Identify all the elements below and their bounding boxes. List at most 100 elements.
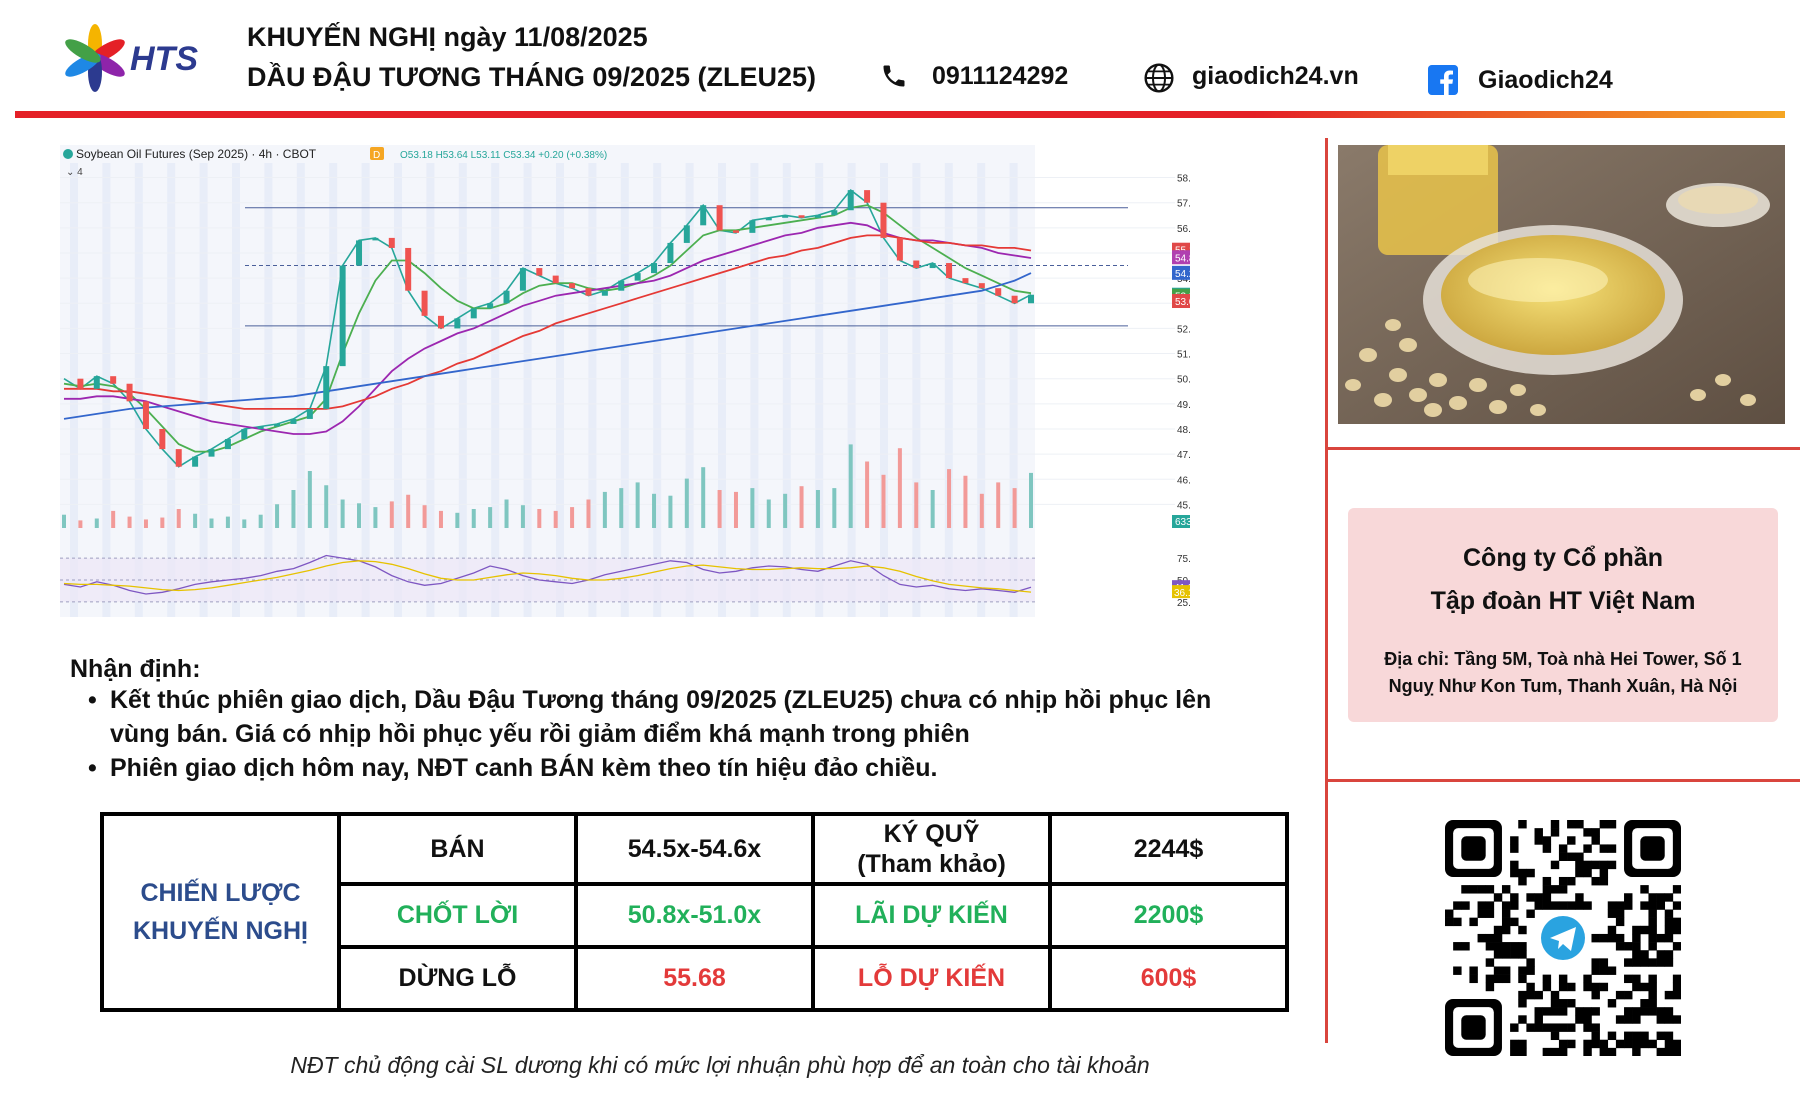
qr-module [1607, 860, 1617, 870]
rsi-line-rsi-ma [63, 560, 1032, 593]
qr-module [1656, 1015, 1666, 1024]
qr-module [1632, 1015, 1641, 1024]
volume-bar [963, 475, 968, 528]
qr-module [1632, 958, 1641, 967]
qr-module [1558, 999, 1568, 1008]
volume-bar [815, 490, 820, 528]
candle [634, 273, 641, 281]
qr-module [1624, 901, 1633, 910]
qr-module [1591, 860, 1600, 870]
qr-module [1518, 950, 1527, 959]
qr-code[interactable] [1445, 820, 1681, 1056]
session-stripe [361, 163, 370, 617]
analysis-bullet-2: Phiên giao dịch hôm nay, NĐT canh BÁN kè… [88, 751, 1318, 785]
volume-bar [897, 448, 902, 528]
qr-module [1599, 958, 1609, 967]
qr-module [1599, 966, 1609, 975]
candle [913, 260, 920, 269]
axis-background [1035, 145, 1190, 617]
volume-bar [619, 488, 624, 528]
candle [569, 283, 576, 289]
qr-module [1526, 1023, 1535, 1032]
strategy-label-line-2: KHUYẾN NGHỊ [132, 917, 308, 945]
candle [372, 237, 379, 241]
qr-module [1656, 893, 1666, 902]
volume-bar [324, 485, 329, 528]
qr-module [1607, 966, 1617, 975]
qr-module [1648, 990, 1657, 1000]
volume-bar [291, 490, 296, 528]
candle [192, 456, 199, 467]
qr-module [1624, 990, 1633, 1000]
volume-bar [1029, 472, 1033, 528]
qr-module [1632, 1039, 1641, 1049]
qr-module [1575, 860, 1584, 870]
candle [585, 288, 592, 296]
qr-module [1485, 942, 1495, 951]
facebook-link[interactable]: Giaodich24 [1478, 66, 1613, 94]
session-stripe [847, 163, 856, 617]
qr-module [1591, 1023, 1600, 1032]
qr-module [1550, 901, 1560, 910]
website-link[interactable]: giaodich24.vn [1192, 62, 1359, 90]
qr-module [1534, 901, 1543, 910]
candle [683, 225, 690, 243]
expected-profit-label: LÃI DỰ KIẾN [811, 882, 1052, 949]
price-chart[interactable]: 58.0057.0056.0055.0054.0053.0052.0051.00… [60, 145, 1190, 625]
qr-module [1558, 885, 1568, 894]
qr-module [1656, 901, 1666, 910]
session-stripe [458, 163, 467, 617]
qr-finder [1461, 1015, 1486, 1040]
qr-module [1591, 990, 1600, 1000]
candle [896, 237, 903, 261]
qr-module [1624, 942, 1633, 951]
qr-module [1542, 885, 1552, 894]
volume-bar [160, 517, 165, 528]
volume-bar [570, 507, 575, 528]
qr-module [1501, 974, 1511, 984]
qr-module [1648, 933, 1657, 943]
qr-module [1510, 860, 1519, 870]
candle [323, 366, 330, 409]
qr-module [1567, 1023, 1576, 1032]
take-profit-label: CHỐT LỜI [337, 882, 578, 949]
qr-module [1583, 828, 1592, 837]
candle [732, 230, 739, 233]
qr-module [1632, 942, 1641, 951]
qr-module [1567, 901, 1576, 910]
qr-module [1656, 950, 1666, 959]
qr-module [1624, 974, 1633, 984]
volume-bar [389, 501, 394, 528]
qr-module [1672, 982, 1681, 992]
qr-module [1510, 844, 1519, 853]
qr-module [1567, 836, 1576, 845]
analysis-bullet-1: Kết thúc phiên giao dịch, Dầu Đậu Tương … [88, 683, 1318, 751]
y-tick-label: 48.00 [1177, 425, 1190, 436]
volume-bar [340, 499, 345, 528]
qr-module [1493, 950, 1503, 959]
stop-loss-price: 55.68 [574, 945, 815, 1012]
candle [356, 240, 363, 266]
session-stripe [167, 163, 176, 617]
qr-module [1518, 1015, 1527, 1024]
candle [1028, 294, 1034, 304]
indicator-label: ⌄ 4 [66, 167, 83, 178]
ohlc-readout: O53.18 H53.64 L53.11 C53.34 +0.20 (+0.38… [400, 150, 607, 161]
volume-bar [488, 507, 493, 528]
qr-module [1615, 942, 1625, 951]
candle [552, 275, 559, 284]
qr-module [1550, 1031, 1560, 1041]
volume-bar [94, 518, 99, 528]
qr-module [1534, 1007, 1543, 1016]
qr-module [1672, 917, 1681, 927]
company-name-2: Tập đoàn HT Việt Nam [1430, 587, 1696, 615]
session-stripe [134, 163, 143, 617]
phone-number[interactable]: 0911124292 [932, 62, 1069, 90]
volume-bar [865, 461, 870, 528]
qr-module [1510, 950, 1519, 959]
qr-module [1526, 909, 1535, 918]
qr-module [1648, 909, 1657, 918]
qr-module [1648, 942, 1657, 951]
qr-module [1477, 909, 1486, 918]
qr-module [1607, 844, 1617, 853]
